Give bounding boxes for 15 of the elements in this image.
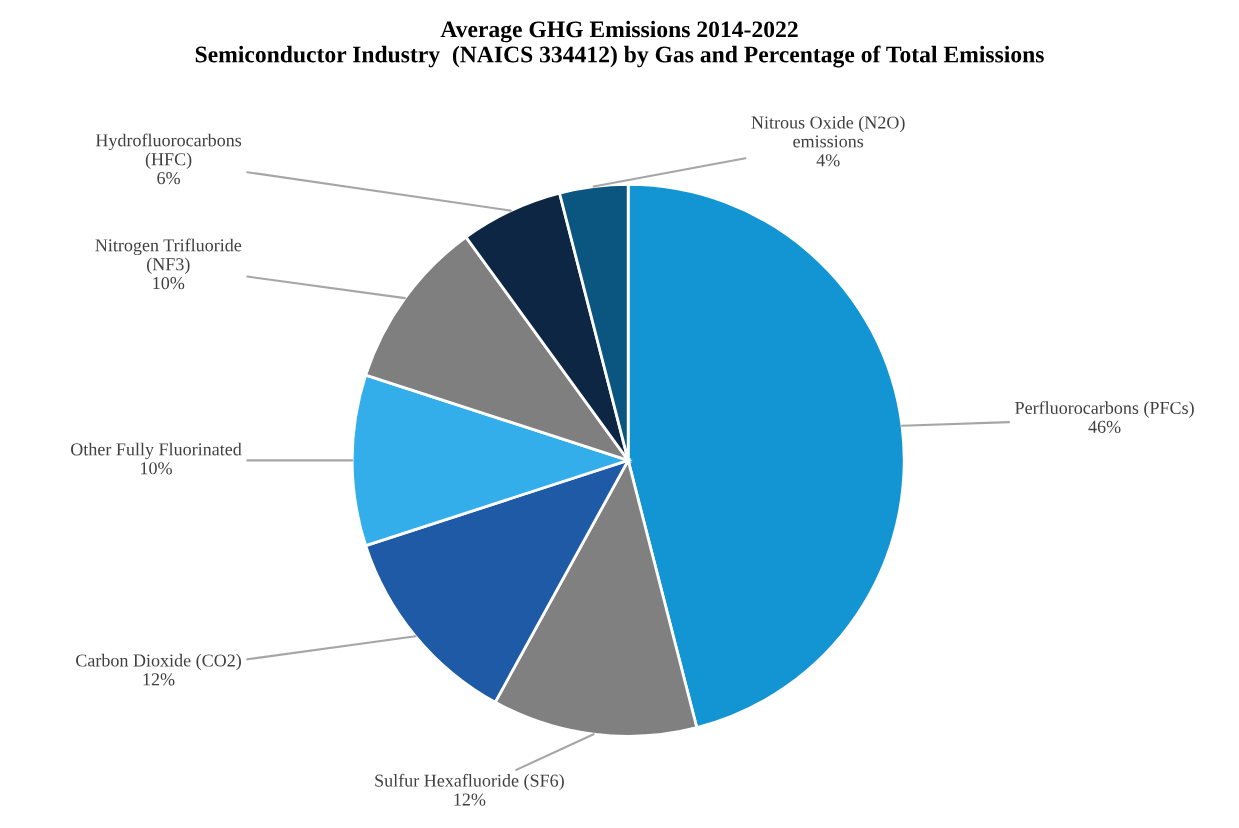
- slice-label: Carbon Dioxide (CO2): [76, 653, 241, 671]
- slice-label: Hydrofluorocarbons (HFC): [95, 133, 242, 169]
- chart-title: Average GHG Emissions 2014-2022 Semiconductor Industry (NAICS 334412) by Gas and Percentage of Total Emissions: [195, 20, 1044, 68]
- data-label: 12%: [454, 793, 486, 806]
- data-label: 10%: [153, 277, 185, 290]
- slice-label: Perfluorocarbons (PFCs): [1015, 401, 1194, 418]
- slice-label: Nitrogen Trifluoride (NF3): [95, 238, 242, 274]
- data-label: 6%: [157, 172, 180, 185]
- slice-label: Nitrous Oxide (N2O) emissions: [751, 115, 905, 148]
- data-label: 46%: [1088, 420, 1121, 433]
- data-label: 4%: [816, 154, 840, 167]
- slice-label: Other Fully Fluorinated: [71, 442, 242, 460]
- data-label: 10%: [141, 462, 172, 475]
- slice-label: Sulfur Hexafluoride (SF6): [375, 773, 564, 791]
- data-label: 12%: [143, 673, 175, 686]
